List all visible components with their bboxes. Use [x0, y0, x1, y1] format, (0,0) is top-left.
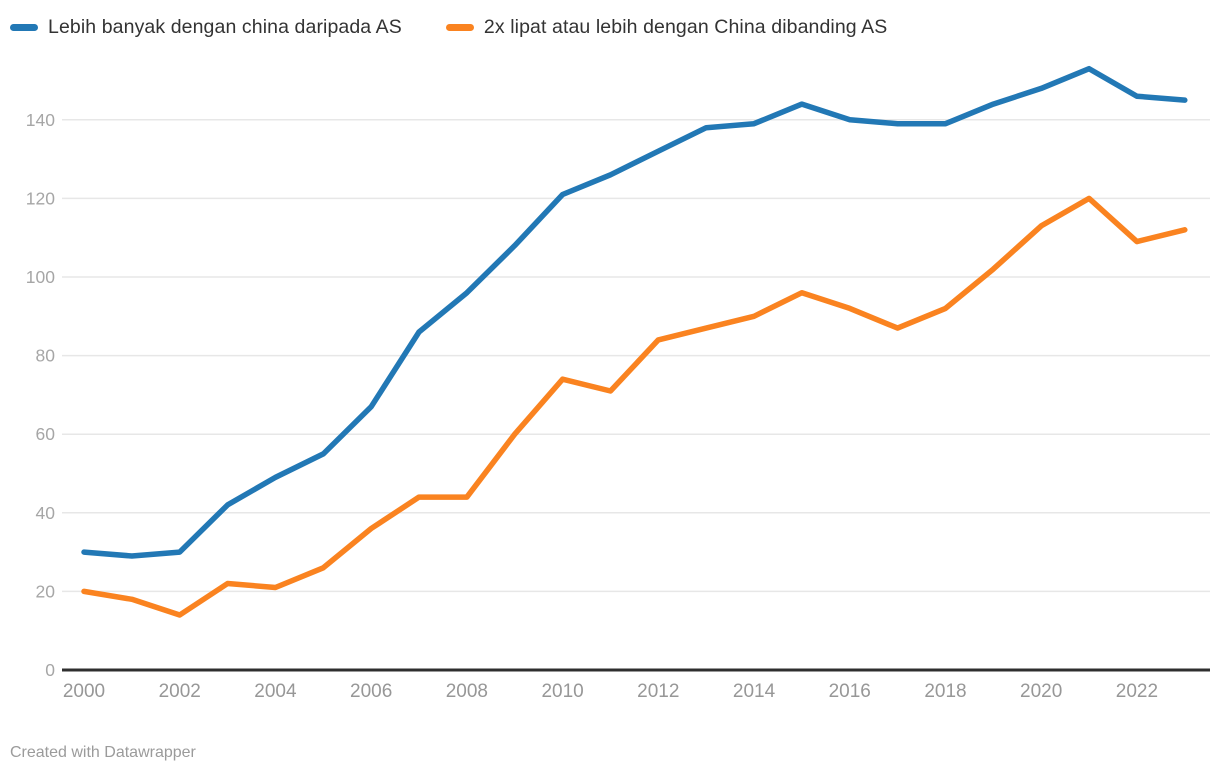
datawrapper-credit-link[interactable]: Created with Datawrapper [10, 744, 196, 761]
legend-label-2x-with-china: 2x lipat atau lebih dengan China dibandi… [483, 16, 888, 38]
y-tick-label-60: 60 [36, 424, 56, 444]
x-tick-label-2006: 2006 [350, 681, 392, 702]
x-tick-label-2020: 2020 [1020, 681, 1062, 702]
x-tick-label-2000: 2000 [63, 681, 105, 702]
x-tick-label-2018: 2018 [924, 681, 966, 702]
y-tick-label-100: 100 [26, 267, 55, 287]
x-tick-label-2014: 2014 [733, 681, 776, 702]
x-tick-label-2010: 2010 [541, 681, 583, 702]
series-line-blue [81, 65, 1188, 559]
legend: Lebih banyak dengan china daripada AS 2x… [10, 16, 887, 39]
y-tick-label-0: 0 [45, 660, 55, 680]
legend-item-more-with-china: Lebih banyak dengan china daripada AS [10, 16, 402, 39]
x-tick-label-2004: 2004 [254, 681, 297, 702]
x-tick-label-2002: 2002 [159, 681, 201, 702]
legend-swatch-orange-icon [445, 24, 474, 31]
x-tick-label-2012: 2012 [637, 681, 679, 702]
x-tick-label-2022: 2022 [1116, 681, 1158, 702]
legend-swatch-blue-icon [10, 24, 38, 31]
x-tick-label-2016: 2016 [829, 681, 871, 702]
series-line-orange [81, 195, 1188, 618]
x-tick-label-2008: 2008 [446, 681, 488, 702]
y-tick-label-20: 20 [36, 581, 56, 601]
legend-label-more-with-china: Lebih banyak dengan china daripada AS [48, 16, 402, 38]
y-tick-label-40: 40 [36, 503, 56, 523]
y-tick-label-80: 80 [36, 346, 56, 366]
y-tick-label-140: 140 [26, 110, 55, 130]
y-tick-label-120: 120 [26, 188, 55, 208]
footer: Created with Datawrapper [10, 744, 196, 762]
legend-item-2x-with-china: 2x lipat atau lebih dengan China dibandi… [445, 16, 888, 39]
